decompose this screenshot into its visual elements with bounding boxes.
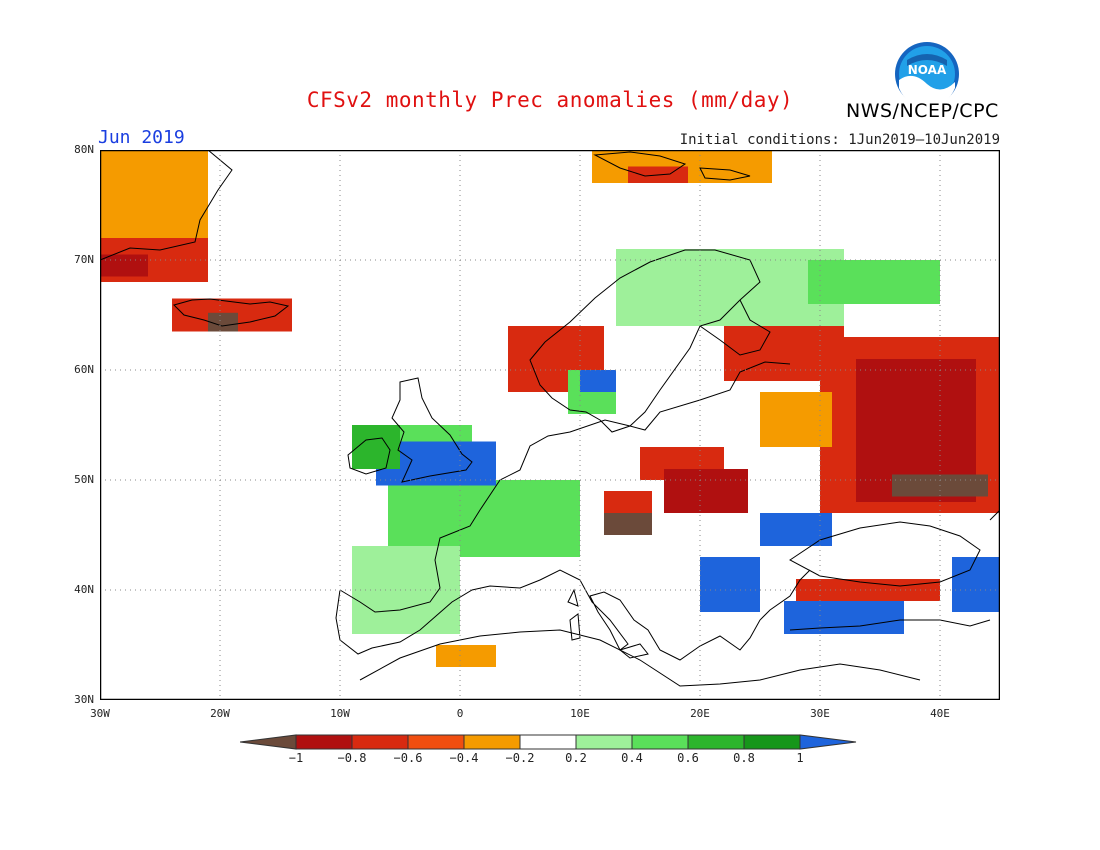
- colorbar-swatch: [575, 734, 633, 750]
- colorbar-swatch: [687, 734, 745, 750]
- anomaly-region: [952, 557, 1000, 612]
- initial-conditions: Initial conditions: 1Jun2019–10Jun2019: [679, 132, 1000, 148]
- colorbar-label: 0.4: [621, 751, 643, 765]
- colorbar-swatch: [407, 734, 465, 750]
- anomaly-region: [760, 513, 832, 546]
- anomaly-region: [352, 425, 400, 469]
- x-label-30w: 30W: [90, 707, 110, 720]
- forecast-month: Jun 2019: [98, 127, 185, 148]
- anomaly-region: [808, 260, 940, 304]
- colorbar-swatch: [519, 734, 577, 750]
- colorbar-label: −0.6: [393, 751, 423, 765]
- anomaly-region: [700, 557, 760, 612]
- y-label-70n: 70N: [74, 253, 94, 266]
- colorbar-arrow-low: [240, 734, 297, 750]
- noaa-logo: NOAA: [895, 42, 959, 108]
- colorbar-label: 1: [796, 751, 804, 765]
- y-label-60n: 60N: [74, 363, 94, 376]
- colorbar-swatch: [463, 734, 521, 750]
- noaa-logo-text: NOAA: [908, 63, 947, 77]
- anomaly-region: [784, 601, 904, 634]
- colorbar-label: −0.8: [337, 751, 367, 765]
- y-label-40n: 40N: [74, 583, 94, 596]
- anomaly-region: [388, 480, 580, 557]
- anomaly-region: [100, 150, 208, 238]
- x-label-10e: 10E: [570, 707, 590, 720]
- y-label-80n: 80N: [74, 143, 94, 156]
- lat-lon-grid: [100, 150, 1000, 700]
- anomaly-region: [664, 469, 748, 513]
- colorbar-label: 0.2: [565, 751, 587, 765]
- colorbar-label: −1: [288, 751, 304, 765]
- x-label-30e: 30E: [810, 707, 830, 720]
- x-label-20e: 20E: [690, 707, 710, 720]
- colorbar-label: −0.4: [449, 751, 479, 765]
- y-label-30n: 30N: [74, 693, 94, 706]
- y-label-50n: 50N: [74, 473, 94, 486]
- colorbar-swatch: [743, 734, 801, 750]
- anomaly-region: [796, 579, 940, 601]
- anomaly-regions: [100, 150, 1000, 667]
- agency-label: NWS/NCEP/CPC: [846, 100, 999, 122]
- anomaly-region: [436, 645, 496, 667]
- map-title: CFSv2 monthly Prec anomalies (mm/day): [306, 88, 794, 112]
- x-label-10w: 10W: [330, 707, 350, 720]
- coastlines: [100, 150, 1000, 687]
- colorbar-arrow-high: [799, 734, 857, 750]
- colorbar-swatch: [351, 734, 409, 750]
- anomaly-region: [760, 392, 832, 447]
- x-label-20w: 20W: [210, 707, 230, 720]
- x-label-40e: 40E: [930, 707, 950, 720]
- map-border: [100, 150, 1000, 700]
- colorbar-label: −0.2: [505, 751, 535, 765]
- colorbar: [240, 734, 857, 750]
- x-label-0: 0: [456, 707, 464, 720]
- colorbar-swatch: [631, 734, 689, 750]
- anomaly-region: [208, 312, 238, 332]
- colorbar-swatch: [295, 734, 353, 750]
- anomaly-region: [580, 370, 616, 392]
- colorbar-label: 0.8: [733, 751, 755, 765]
- anomaly-region: [100, 254, 148, 277]
- colorbar-label: 0.6: [677, 751, 699, 765]
- anomaly-region: [604, 513, 652, 535]
- anomaly-map: [100, 150, 1000, 700]
- anomaly-region: [616, 249, 844, 326]
